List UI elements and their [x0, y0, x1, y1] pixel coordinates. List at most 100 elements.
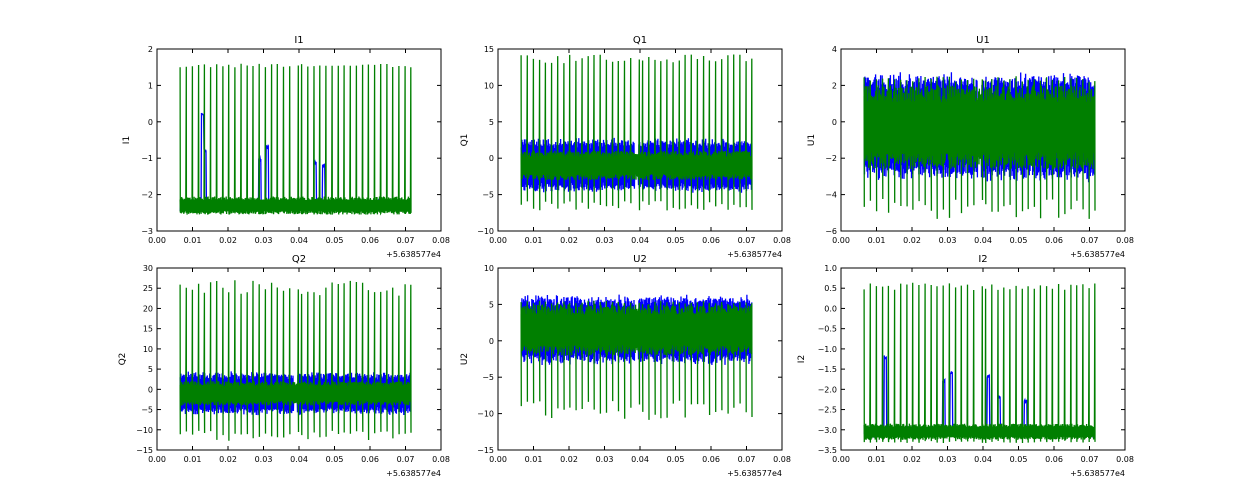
y-axis-label: I1 [122, 136, 132, 144]
subplot-u1: U1 U1 +5.638577e4 0.00 0.01 0.02 0.03 0.04 0.… [807, 35, 1134, 259]
x-offset-text: +5.638577e4 [386, 469, 441, 478]
x-tick-label: 0.02 [560, 455, 578, 464]
y-tick-label: 10 [143, 345, 153, 354]
y-tick-label: −3 [141, 227, 153, 236]
plot-area [520, 294, 753, 420]
x-tick-label: 0.02 [903, 236, 921, 245]
x-tick-label: 0.07 [1081, 455, 1099, 464]
x-tick-label: 0.06 [1045, 455, 1063, 464]
x-tick-label: 0.04 [631, 236, 649, 245]
subplot-q2: Q2 Q2 +5.638577e4 0.00 0.01 0.02 0.03 0.04 0.… [118, 254, 450, 478]
x-tick-label: 0.00 [489, 455, 507, 464]
y-tick-label: 1 [148, 81, 153, 90]
x-tick-label: 0.00 [489, 236, 507, 245]
x-tick-label: 0.04 [974, 236, 992, 245]
y-tick-label: −1.0 [818, 345, 837, 354]
x-tick-label: 0.03 [596, 455, 614, 464]
x-tick-label: 0.03 [255, 455, 273, 464]
x-tick-label: 0.06 [1045, 236, 1063, 245]
subplot-u2: U2 U2 +5.638577e4 0.00 0.01 0.02 0.03 0.04 0.… [460, 254, 791, 478]
y-tick-label: 0 [489, 154, 494, 163]
x-tick-label: 0.04 [974, 455, 992, 464]
x-tick-label: 0.05 [326, 236, 344, 245]
x-tick-label: 0.02 [903, 455, 921, 464]
x-tick-label: 0.01 [868, 455, 886, 464]
y-tick-label: −2 [141, 191, 153, 200]
y-tick-label: −1.5 [818, 365, 837, 374]
x-tick-label: 0.05 [667, 455, 685, 464]
y-tick-label: 0 [148, 118, 153, 127]
y-tick-label: 5 [489, 300, 494, 309]
x-tick-label: 0.04 [290, 236, 308, 245]
plot-area [863, 72, 1096, 219]
y-tick-label: −3.5 [818, 446, 837, 455]
x-tick-label: 0.07 [738, 236, 756, 245]
y-tick-label: −1 [141, 154, 153, 163]
x-tick-label: 0.06 [702, 455, 720, 464]
y-tick-label: 0 [489, 337, 494, 346]
x-tick-label: 0.07 [738, 455, 756, 464]
y-tick-label: −10 [136, 426, 153, 435]
x-tick-label: 0.08 [432, 236, 450, 245]
x-tick-label: 0.01 [525, 455, 543, 464]
x-tick-label: 0.06 [361, 455, 379, 464]
subplot-title: U1 [976, 35, 990, 46]
plot-area [863, 282, 1096, 444]
series-line-green [863, 76, 1096, 219]
y-tick-label: −5 [141, 406, 153, 415]
subplot-title: Q1 [633, 35, 647, 46]
x-offset-text: +5.638577e4 [1070, 250, 1125, 259]
x-tick-label: 0.05 [667, 236, 685, 245]
y-axis-label: U1 [807, 134, 817, 146]
y-tick-label: 0 [832, 118, 837, 127]
x-tick-label: 0.03 [939, 236, 957, 245]
y-tick-label: −10 [477, 227, 494, 236]
y-tick-label: −5 [482, 373, 494, 382]
y-tick-label: 1.0 [824, 264, 837, 273]
subplot-q1: Q1 Q1 +5.638577e4 0.00 0.01 0.02 0.03 0.04 0.… [460, 35, 791, 259]
y-tick-label: 20 [143, 304, 153, 313]
y-tick-label: −3.0 [818, 426, 837, 435]
x-offset-text: +5.638577e4 [727, 250, 782, 259]
y-tick-label: 15 [484, 45, 494, 54]
x-tick-label: 0.03 [596, 236, 614, 245]
x-tick-label: 0.08 [432, 455, 450, 464]
x-offset-text: +5.638577e4 [386, 250, 441, 259]
y-tick-label: 5 [148, 365, 153, 374]
y-axis-label: Q2 [118, 353, 128, 366]
series-line-green [863, 282, 1096, 444]
subplot-title: I1 [294, 35, 303, 46]
y-tick-label: 25 [143, 284, 153, 293]
series-line-green [520, 300, 753, 420]
plot-area [179, 63, 412, 216]
series-line-green [179, 280, 412, 441]
series-line-green [179, 63, 412, 216]
x-tick-label: 0.06 [702, 236, 720, 245]
x-tick-label: 0.08 [773, 236, 791, 245]
x-offset-text: +5.638577e4 [727, 469, 782, 478]
x-tick-label: 0.07 [397, 236, 415, 245]
x-tick-label: 0.01 [184, 455, 202, 464]
subplot-title: U2 [633, 254, 647, 265]
y-tick-label: −10 [477, 410, 494, 419]
x-tick-label: 0.08 [773, 455, 791, 464]
y-tick-label: 2 [148, 45, 153, 54]
x-tick-label: 0.00 [148, 455, 166, 464]
x-tick-label: 0.02 [219, 455, 237, 464]
y-tick-label: 30 [143, 264, 153, 273]
x-tick-label: 0.01 [525, 236, 543, 245]
y-tick-label: 4 [832, 45, 837, 54]
y-tick-label: −2.5 [818, 406, 837, 415]
y-tick-label: −2 [825, 154, 837, 163]
y-tick-label: −4 [825, 191, 837, 200]
y-tick-label: 5 [489, 118, 494, 127]
x-tick-label: 0.04 [290, 455, 308, 464]
y-tick-label: 0 [148, 385, 153, 394]
subplot-title: Q2 [292, 254, 306, 265]
y-tick-label: −2.0 [818, 385, 837, 394]
y-tick-label: −5 [482, 191, 494, 200]
y-axis-label: U2 [460, 353, 470, 365]
subplot-i1: I1 I1 +5.638577e4 0.00 0.01 0.02 0.03 0.04 0.… [122, 35, 450, 259]
y-tick-label: 10 [484, 264, 494, 273]
